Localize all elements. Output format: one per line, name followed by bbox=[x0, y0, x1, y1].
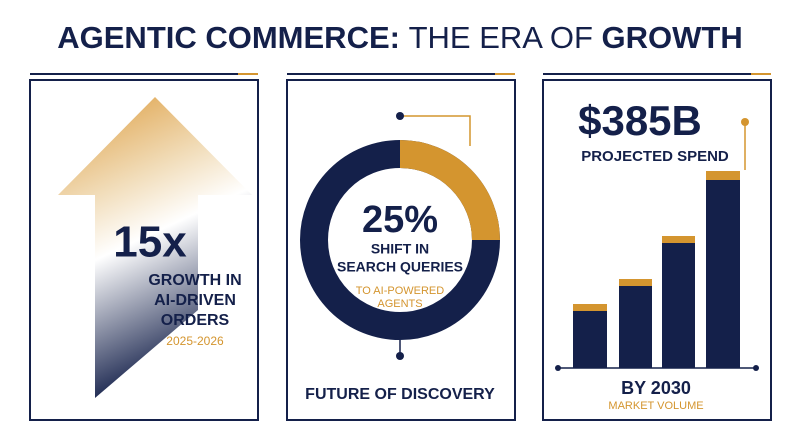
donut-share bbox=[399, 140, 500, 241]
panel-borders bbox=[29, 79, 772, 421]
title-part: THE ERA OF bbox=[409, 20, 593, 55]
label: SHIFT IN bbox=[371, 241, 429, 257]
title-part: AGENTIC COMMERCE: bbox=[57, 20, 400, 55]
footer: FUTURE OF DISCOVERY bbox=[305, 386, 495, 403]
label: GROWTH IN bbox=[148, 272, 241, 289]
bars bbox=[573, 180, 740, 368]
label: ORDERS bbox=[161, 312, 230, 329]
note: AGENTS bbox=[377, 298, 422, 310]
headline: $385B bbox=[578, 97, 702, 144]
note: TO AI-POWERED bbox=[356, 285, 444, 297]
subhead: PROJECTED SPEND bbox=[581, 148, 729, 165]
label: AI-DRIVEN bbox=[154, 292, 236, 309]
title-part: GROWTH bbox=[602, 20, 743, 55]
note: MARKET VOLUME bbox=[608, 400, 703, 412]
note: 2025-2026 bbox=[166, 334, 224, 348]
arrow bbox=[58, 97, 252, 398]
footer: BY 2030 bbox=[621, 378, 691, 398]
label: SEARCH QUERIES bbox=[337, 259, 463, 275]
title: AGENTIC COMMERCE: THE ERA OF GROWTH bbox=[57, 20, 742, 55]
headline: 15x bbox=[113, 218, 187, 267]
share-label: 25% bbox=[362, 199, 438, 241]
